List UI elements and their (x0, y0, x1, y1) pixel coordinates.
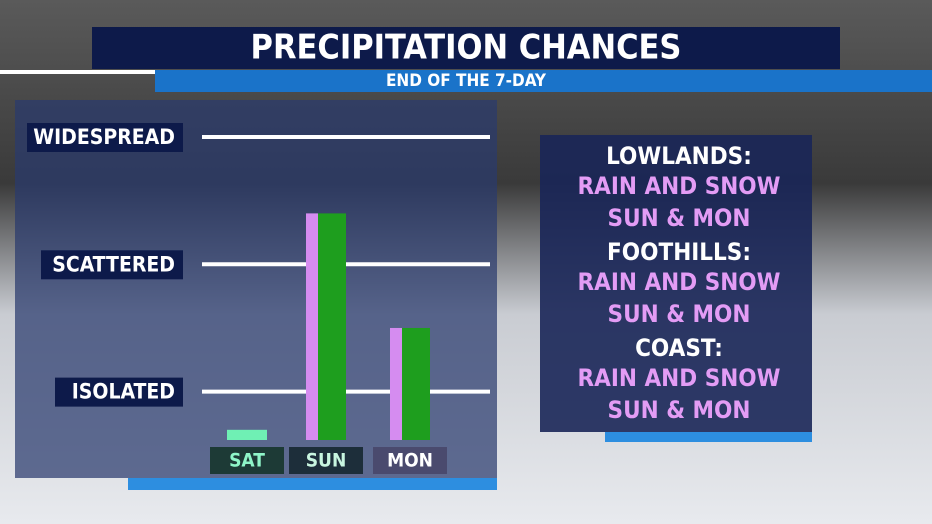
x-tick-box (210, 447, 284, 474)
x-tick-box (289, 447, 363, 474)
accent-line (0, 70, 155, 74)
info-panel (540, 135, 812, 432)
y-tick-box (55, 377, 183, 407)
bar (318, 213, 346, 440)
y-tick-box (27, 123, 183, 152)
panel-line: RAIN AND SNOW (578, 364, 781, 392)
x-tick-box (373, 447, 447, 474)
y-tick-label: WIDESPREAD (33, 125, 175, 149)
x-tick-label: MON (387, 450, 433, 472)
panel-line: SUN & MON (608, 204, 751, 232)
title-bar (92, 27, 840, 69)
y-tick-box (41, 250, 183, 280)
panel-line: RAIN AND SNOW (578, 268, 781, 296)
x-tick-label: SAT (229, 450, 265, 472)
panel-line: SUN & MON (608, 396, 751, 424)
panel-heading: FOOTHILLS: (607, 238, 751, 266)
panel-line: RAIN AND SNOW (578, 172, 781, 200)
y-tick-label: ISOLATED (72, 380, 175, 404)
chart-title: PRECIPITATION CHANCES (251, 28, 682, 68)
panel-line: SUN & MON (608, 300, 751, 328)
bar (306, 213, 318, 440)
panel-strip (605, 432, 812, 442)
x-tick-label: SUN (306, 450, 347, 472)
bar (227, 429, 267, 440)
bar (402, 327, 430, 440)
subtitle-bar (155, 70, 932, 92)
panel-heading: LOWLANDS: (606, 142, 752, 170)
bar (390, 327, 402, 440)
panel-strip (128, 478, 497, 490)
y-tick-label: SCATTERED (52, 252, 175, 276)
chart-subtitle: END OF THE 7-DAY (386, 71, 547, 91)
panel-heading: COAST: (635, 334, 723, 362)
